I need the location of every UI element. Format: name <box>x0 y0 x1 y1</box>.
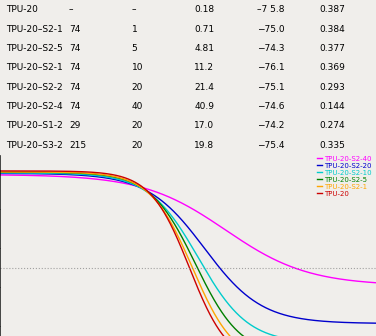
TPU-20-S2-10 <box>180 230 185 234</box>
TPU-20-S2-40 <box>363 280 367 284</box>
TPU-20 <box>0 169 2 173</box>
TPU-20-S2-40 <box>374 281 376 285</box>
TPU-20-S2-20 <box>0 171 2 175</box>
TPU-20-S2-40 <box>362 280 367 284</box>
TPU-20-S2-5 <box>171 219 175 223</box>
TPU-20 <box>180 249 185 253</box>
TPU-20-S2-40 <box>294 266 298 270</box>
Line: TPU-20: TPU-20 <box>0 171 376 336</box>
TPU-20-S2-40 <box>17 173 21 177</box>
TPU-20-S2-1 <box>180 244 185 248</box>
TPU-20-S2-20 <box>362 321 367 325</box>
Line: TPU-20-S2-40: TPU-20-S2-40 <box>0 175 376 283</box>
TPU-20-S2-20 <box>171 209 175 213</box>
TPU-20-S2-20 <box>180 219 185 223</box>
TPU-20-S2-20 <box>374 321 376 325</box>
TPU-20-S2-10 <box>17 171 21 175</box>
TPU-20-S2-20 <box>363 321 367 325</box>
TPU-20-S2-5 <box>0 170 2 174</box>
Line: TPU-20-S2-1: TPU-20-S2-1 <box>0 172 376 336</box>
Line: TPU-20-S2-10: TPU-20-S2-10 <box>0 173 376 336</box>
TPU-20-S2-40 <box>180 202 185 206</box>
TPU-20-S2-20 <box>17 171 21 175</box>
TPU-20-S2-1 <box>17 170 21 174</box>
Line: TPU-20-S2-20: TPU-20-S2-20 <box>0 173 376 323</box>
TPU-20-S2-1 <box>0 170 2 174</box>
TPU-20-S2-20 <box>294 316 298 320</box>
TPU-20-S2-5 <box>180 237 185 241</box>
TPU-20-S2-1 <box>171 224 175 228</box>
TPU-20 <box>17 169 21 173</box>
Legend: TPU-20-S2-40, TPU-20-S2-20, TPU-20-S2-10, TPU-20-S2-5, TPU-20-S2-1, TPU-20: TPU-20-S2-40, TPU-20-S2-20, TPU-20-S2-10… <box>316 155 373 198</box>
TPU-20-S2-10 <box>0 171 2 175</box>
Line: TPU-20-S2-5: TPU-20-S2-5 <box>0 172 376 336</box>
TPU-20-S2-10 <box>171 216 175 220</box>
TPU-20-S2-40 <box>171 197 175 201</box>
TPU-20 <box>171 227 175 231</box>
TPU-20-S2-40 <box>0 173 2 177</box>
TPU-20-S2-5 <box>17 170 21 174</box>
